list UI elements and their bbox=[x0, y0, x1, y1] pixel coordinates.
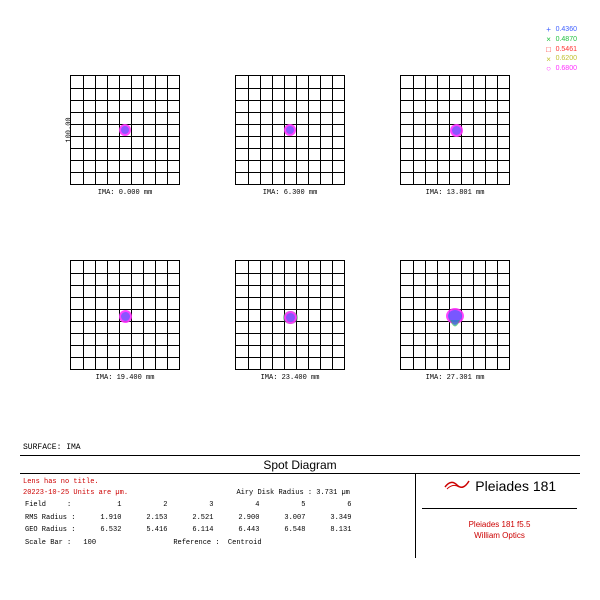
wavelength-legend: +0.4360×0.4870□0.5461×0.6200○0.6800 bbox=[546, 25, 577, 74]
spot-icon bbox=[449, 123, 464, 138]
airy-value: 3.731 µm bbox=[316, 489, 350, 497]
brand-logo-icon bbox=[443, 477, 471, 496]
surface-label: SURFACE: IMA bbox=[23, 443, 81, 452]
spot-icon bbox=[444, 307, 466, 335]
spot-grid: 100.00 IMA: 0.000 mm IMA: 6.300 mm IMA: 1… bbox=[55, 75, 525, 430]
divider bbox=[422, 508, 577, 509]
data-table: Lens has no title. 20223-10-25 Units are… bbox=[23, 477, 359, 550]
brand-name: Pleiades 181 bbox=[475, 478, 556, 494]
chart-title: Spot Diagram bbox=[15, 458, 585, 472]
ima-label: IMA: 13.801 mm bbox=[385, 189, 525, 197]
divider bbox=[415, 473, 416, 558]
legend-item: ○0.6800 bbox=[546, 64, 577, 74]
date: 20223-10-25 bbox=[23, 489, 69, 497]
spot-cell: IMA: 6.300 mm bbox=[220, 75, 360, 245]
page: +0.4360×0.4870□0.5461×0.6200○0.6800 100.… bbox=[0, 0, 600, 600]
spot-cell: IMA: 23.400 mm bbox=[220, 260, 360, 430]
ima-label: IMA: 6.300 mm bbox=[220, 189, 360, 197]
divider bbox=[20, 455, 580, 456]
spot-cell: IMA: 27.301 mm bbox=[385, 260, 525, 430]
y-scale-label: 100.00 bbox=[66, 117, 74, 142]
grid-box bbox=[235, 260, 345, 370]
divider bbox=[20, 473, 580, 474]
spot-cell: IMA: 13.801 mm bbox=[385, 75, 525, 245]
spot-cell: 100.00 IMA: 0.000 mm bbox=[55, 75, 195, 245]
ima-label: IMA: 19.400 mm bbox=[55, 374, 195, 382]
diagram-area: +0.4360×0.4870□0.5461×0.6200○0.6800 100.… bbox=[15, 15, 585, 585]
grid-box bbox=[70, 260, 180, 370]
units: Units are µm. bbox=[73, 489, 128, 497]
spot-cell: IMA: 19.400 mm bbox=[55, 260, 195, 430]
lens-title: Lens has no title. bbox=[23, 477, 359, 488]
brand-sub1: Pleiades 181 f5.5 bbox=[422, 519, 577, 530]
grid-box: 100.00 bbox=[70, 75, 180, 185]
grid-box bbox=[400, 260, 510, 370]
ima-label: IMA: 0.000 mm bbox=[55, 189, 195, 197]
spot-icon bbox=[118, 123, 132, 137]
brand-sub2: William Optics bbox=[422, 530, 577, 541]
spot-icon bbox=[282, 309, 299, 326]
spot-icon bbox=[283, 123, 297, 137]
brand-panel: Pleiades 181 Pleiades 181 f5.5 William O… bbox=[422, 477, 577, 541]
ima-label: IMA: 27.301 mm bbox=[385, 374, 525, 382]
spot-icon bbox=[118, 309, 133, 324]
grid-box bbox=[400, 75, 510, 185]
grid-box bbox=[235, 75, 345, 185]
airy-label: Airy Disk Radius : bbox=[236, 489, 312, 497]
ima-label: IMA: 23.400 mm bbox=[220, 374, 360, 382]
